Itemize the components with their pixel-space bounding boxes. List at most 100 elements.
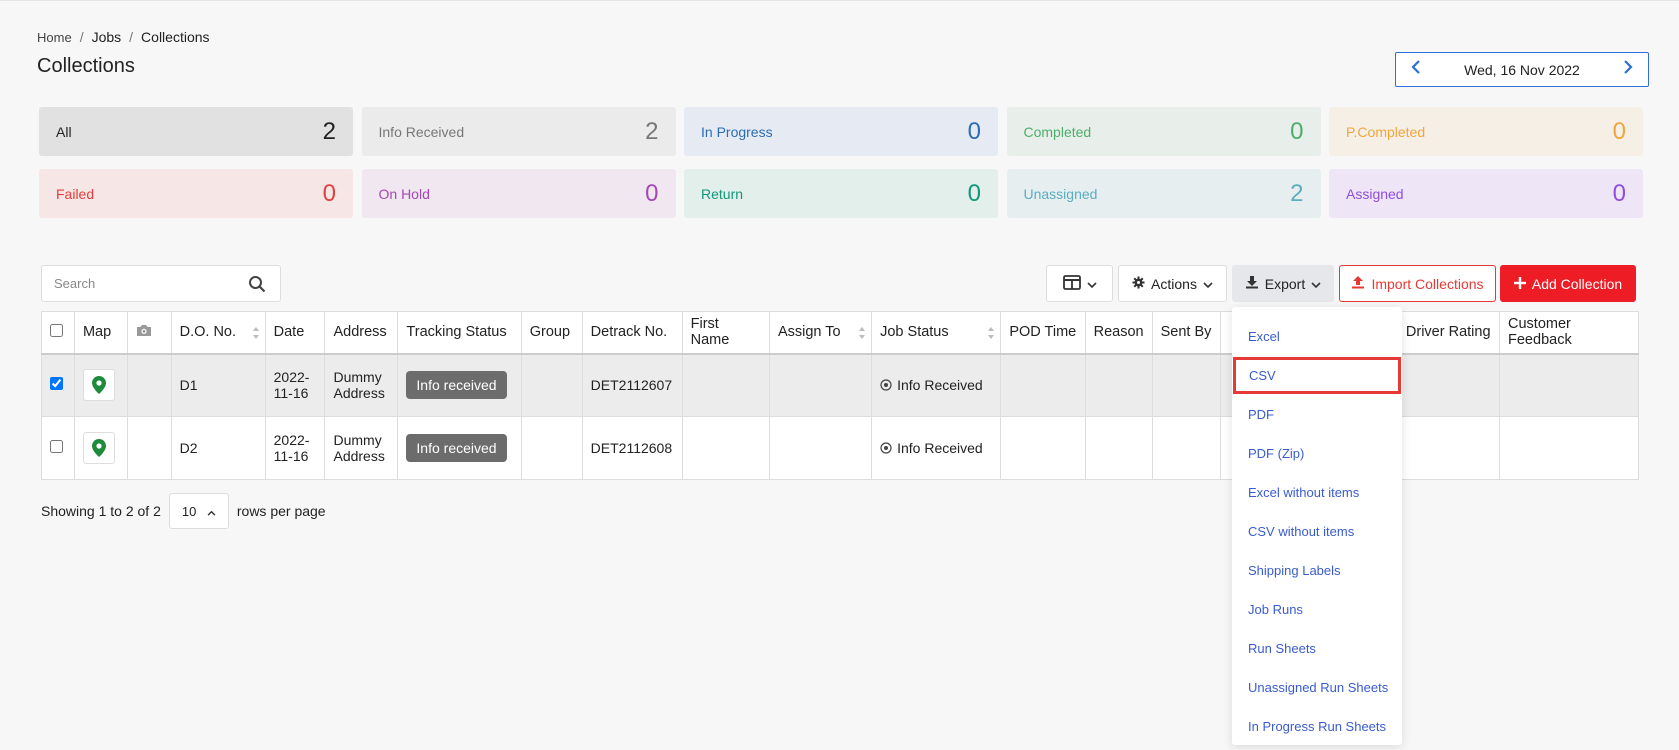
export-option-excel-without-items[interactable]: Excel without items [1248, 485, 1360, 500]
row-checkbox[interactable] [50, 377, 63, 391]
map-pin-icon [91, 376, 106, 395]
photo-cell [126, 416, 172, 480]
map-cell [73, 353, 128, 417]
breadcrumb-separator: / [79, 29, 84, 45]
customer-feedback-cell [1499, 353, 1639, 417]
status-card-failed[interactable]: Failed 0 [39, 169, 353, 218]
assign-to-cell[interactable] [768, 353, 873, 417]
top-border [0, 0, 1679, 1]
breadcrumb-separator: / [129, 29, 134, 45]
camera-icon [136, 324, 152, 341]
column-header-label: Assign To [777, 324, 841, 341]
column-header: Group [520, 311, 583, 354]
column-header[interactable]: Assign To [768, 311, 873, 354]
sent-by-cell [1151, 353, 1222, 417]
export-option-run-sheets[interactable]: Run Sheets [1248, 641, 1316, 656]
search-icon[interactable] [248, 275, 266, 293]
date-picker: Wed, 16 Nov 2022 [1395, 52, 1649, 87]
address-line: Dummy [333, 369, 382, 386]
import-collections-button[interactable]: Import Collections [1339, 265, 1496, 302]
export-option-csv[interactable]: CSV [1233, 357, 1401, 394]
map-button[interactable] [82, 369, 115, 402]
column-header[interactable]: D.O. No. [170, 311, 266, 354]
export-option-pdf[interactable]: PDF [1248, 407, 1274, 422]
column-toggle-button[interactable] [1046, 265, 1113, 302]
sort-icon [988, 327, 995, 339]
export-option-pdf-zip[interactable]: PDF (Zip) [1248, 446, 1305, 461]
breadcrumb-home[interactable]: Home [37, 29, 72, 45]
export-option-csv-without-items[interactable]: CSV without items [1248, 524, 1355, 539]
column-header: Reason [1084, 311, 1153, 354]
status-card-count: 0 [1612, 117, 1626, 145]
group-cell [520, 353, 583, 417]
status-card-count: 2 [1290, 179, 1304, 207]
date-cell: 2022- 11-16 [264, 416, 326, 480]
pod-time-cell [1000, 353, 1086, 417]
status-card-label: Info Received [378, 123, 465, 140]
date-cell: 2022- 11-16 [264, 353, 326, 417]
pagination: Showing 1 to 2 of 2 10 rows per page [41, 493, 326, 529]
status-circle-icon [880, 379, 892, 391]
sent-by-cell [1151, 416, 1222, 480]
status-card-count: 0 [967, 179, 981, 207]
status-card-in-progress[interactable]: In Progress 0 [684, 107, 998, 156]
tracking-status-cell: Info received [397, 416, 522, 480]
download-icon [1245, 275, 1259, 292]
column-header[interactable]: Job Status [871, 311, 1002, 354]
export-option-job-runs[interactable]: Job Runs [1248, 602, 1303, 617]
status-card-label: All [56, 123, 72, 140]
assign-to-cell[interactable] [768, 416, 873, 480]
status-card-label: Assigned [1346, 185, 1404, 202]
gear-icon [1132, 275, 1145, 292]
status-card-assigned[interactable]: Assigned 0 [1329, 169, 1643, 218]
export-option-excel[interactable]: Excel [1248, 329, 1280, 344]
date-label[interactable]: Wed, 16 Nov 2022 [1464, 61, 1580, 78]
row-checkbox[interactable] [50, 440, 63, 453]
status-card-return[interactable]: Return 0 [684, 169, 998, 218]
export-button[interactable]: Export [1232, 265, 1334, 302]
breadcrumb-jobs[interactable]: Jobs [91, 29, 122, 45]
search-input[interactable] [54, 276, 234, 291]
column-header-label: D.O. No. [179, 324, 237, 341]
select-all-checkbox[interactable] [50, 323, 63, 337]
add-collection-button[interactable]: Add Collection [1500, 265, 1636, 302]
driver-rating-cell [1396, 416, 1501, 480]
status-card-unassigned[interactable]: Unassigned 2 [1006, 169, 1321, 218]
driver-rating-cell [1396, 353, 1501, 417]
status-card-completed[interactable]: Completed 0 [1006, 107, 1321, 156]
reason-cell [1084, 353, 1153, 417]
row-select-cell [41, 353, 75, 417]
first-name-cell [681, 416, 770, 480]
page-size-value: 10 [181, 503, 197, 519]
column-header: Detrack No. [581, 311, 683, 354]
status-card-all[interactable]: All 2 [39, 107, 353, 156]
status-card-count: 0 [967, 117, 981, 145]
export-option-in-progress-run-sheets[interactable]: In Progress Run Sheets [1248, 719, 1387, 734]
column-header: Map [73, 311, 128, 354]
status-card-label: P.Completed [1346, 123, 1426, 140]
address-cell: Dummy Address [324, 416, 399, 480]
status-card-count: 0 [1290, 117, 1304, 145]
chevron-up-icon [207, 504, 216, 519]
status-card-on-hold[interactable]: On Hold 0 [361, 169, 676, 218]
address-line: Dummy [333, 432, 382, 448]
map-button[interactable] [82, 432, 115, 464]
next-date-icon[interactable] [1618, 60, 1638, 79]
status-card-label: Return [701, 185, 744, 202]
status-card-label: Completed [1023, 123, 1092, 140]
tracking-status-cell: Info received [397, 353, 522, 417]
export-option-unassigned-run-sheets[interactable]: Unassigned Run Sheets [1248, 680, 1389, 695]
export-option-shipping-labels[interactable]: Shipping Labels [1248, 563, 1341, 578]
status-card-p-completed[interactable]: P.Completed 0 [1329, 107, 1643, 156]
table-header-row: Map D.O. No. Date Address Tracking Statu… [41, 311, 1639, 354]
page-size-select[interactable]: 10 [168, 493, 229, 529]
prev-date-icon[interactable] [1406, 60, 1426, 79]
add-label: Add Collection [1531, 275, 1623, 292]
pod-time-cell [1000, 416, 1086, 480]
date-line: 2022- [273, 369, 310, 386]
job-status: Info Received [880, 377, 992, 393]
address-line: Address [333, 448, 385, 464]
actions-button[interactable]: Actions [1118, 265, 1227, 302]
map-cell [73, 416, 128, 480]
status-card-info-received[interactable]: Info Received 2 [361, 107, 676, 156]
